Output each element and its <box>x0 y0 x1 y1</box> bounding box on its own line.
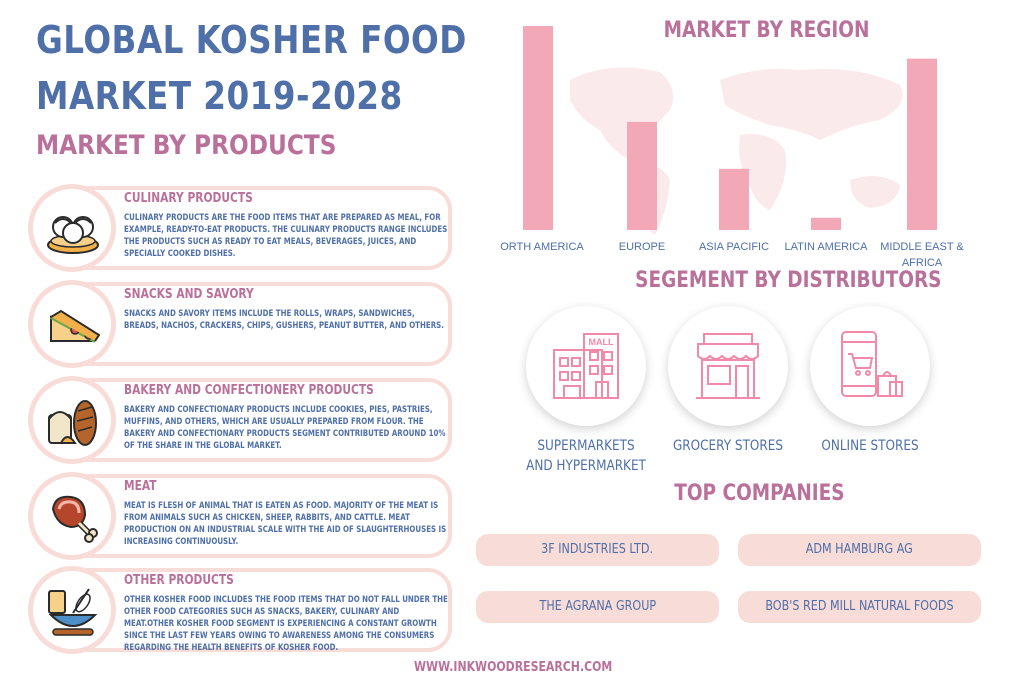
product-description: CULINARY PRODUCTS ARE THE FOOD ITEMS THA… <box>124 213 448 259</box>
companies-heading: TOP COMPANIES <box>674 481 845 506</box>
sandwich-icon <box>50 309 101 343</box>
product-card-bakery: BAKERY AND CONFECTIONERY PRODUCTS BAKERY… <box>28 376 452 464</box>
bar-europe <box>627 121 657 230</box>
whisk-bowl-icon <box>48 588 98 636</box>
title-line-1: GLOBAL KOSHER FOOD <box>36 18 467 62</box>
store-icon <box>696 333 760 399</box>
bread-icon <box>48 400 97 446</box>
product-title: MEAT <box>124 479 157 494</box>
products-heading: MARKET BY PRODUCTS <box>36 130 337 161</box>
product-title: CULINARY PRODUCTS <box>124 191 253 206</box>
product-card-culinary: CULINARY PRODUCTS CULINARY PRODUCTS ARE … <box>28 184 452 272</box>
company-item: THE AGRANA GROUP <box>476 591 719 623</box>
product-description: MEAT IS FLESH OF ANIMAL THAT IS EATEN AS… <box>124 501 447 547</box>
footer-url: WWW.INKWOODRESEARCH.COM <box>414 660 613 675</box>
x-tick-label: MIDDLE EAST & AFRICA <box>880 241 964 269</box>
distributor-supermarkets: MALL <box>526 306 646 426</box>
distributors-heading: SEGEMENT BY DISTRIBUTORS <box>635 268 942 293</box>
distributor-label: GROCERY STORES <box>672 438 784 454</box>
distributor-label: SUPERMARKETS AND HYPERMARKET <box>526 438 646 474</box>
product-description: BAKERY AND CONFECTIONARY PRODUCTS INCLUD… <box>124 405 446 451</box>
title-line-2: MARKET 2019-2028 <box>36 74 403 118</box>
bar-asia-pacific <box>719 168 749 230</box>
distributor-label: ONLINE STORES <box>821 438 919 454</box>
region-bar-chart: NORTH AMERICA EUROPE ASIA PACIFIC LATIN AME… <box>500 26 964 269</box>
shopping-phone-icon <box>841 331 903 397</box>
product-description: SNACKS AND SAVORY ITEMS INCLUDE THE ROLL… <box>124 309 444 331</box>
product-title: SNACKS AND SAVORY <box>124 287 254 302</box>
chart-title: MARKET BY REGION <box>663 18 870 43</box>
bar-north-america <box>523 26 553 230</box>
dumplings-icon <box>47 216 99 254</box>
product-card-other: OTHER PRODUCTS OTHER KOSHER FOOD INCLUDE… <box>28 566 452 654</box>
product-card-snacks: SNACKS AND SAVORY SNACKS AND SAVORY ITEM… <box>28 280 452 368</box>
product-title: OTHER PRODUCTS <box>124 573 234 588</box>
distributor-grocery <box>668 306 788 426</box>
product-card-meat: MEAT MEAT IS FLESH OF ANIMAL THAT IS EAT… <box>28 472 452 560</box>
x-tick-label: ASIA PACIFIC <box>699 241 769 253</box>
x-tick-label: LATIN AMERICA <box>785 241 869 253</box>
product-description: OTHER KOSHER FOOD INCLUDES THE FOOD ITEM… <box>124 595 448 653</box>
company-item: 3F INDUSTRIES LTD. <box>476 534 719 566</box>
mall-sign: MALL <box>589 337 614 347</box>
product-title: BAKERY AND CONFECTIONERY PRODUCTS <box>124 383 374 398</box>
x-tick-label: NORTH AMERICA <box>500 241 584 253</box>
bar-latin-america <box>811 217 841 230</box>
world-map-background <box>570 67 903 235</box>
company-item: BOB'S RED MILL NATURAL FOODS <box>738 591 981 623</box>
x-tick-label: EUROPE <box>619 241 665 253</box>
company-item: ADM HAMBURG AG <box>738 534 981 566</box>
distributor-online <box>810 306 930 426</box>
mall-icon: MALL <box>553 333 619 399</box>
bar-middle-east-africa <box>907 58 937 230</box>
meat-icon <box>51 495 98 543</box>
